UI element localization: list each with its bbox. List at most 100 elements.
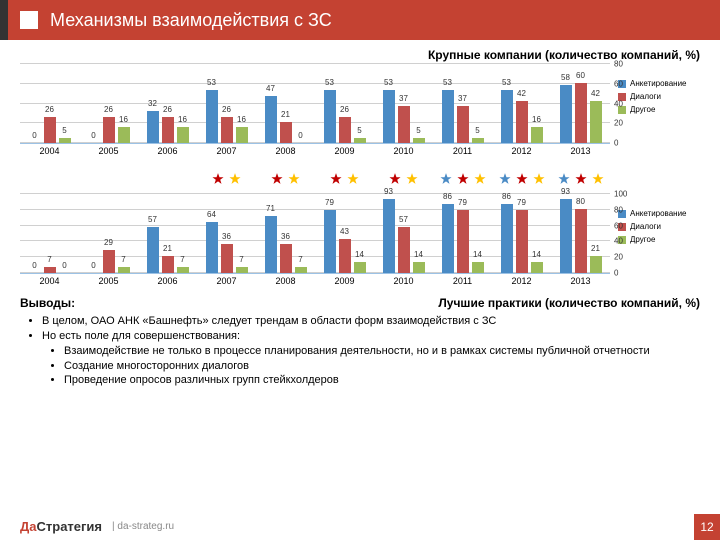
bar: 26 <box>339 117 351 143</box>
chart1-area: 0204060800265026163226165326164721053265… <box>20 64 610 156</box>
bar: 43 <box>339 239 351 273</box>
chart1-bars: 0204060800265026163226165326164721053265… <box>20 64 610 144</box>
bar: 21 <box>280 122 292 143</box>
bar: 57 <box>398 227 410 273</box>
chart1-legend: Анкетирование Диалоги Другое <box>610 64 700 156</box>
bar: 16 <box>531 127 543 143</box>
bar: 58 <box>560 85 572 143</box>
year-group: 64367 <box>197 222 256 273</box>
bar: 14 <box>472 262 484 273</box>
bar: 79 <box>516 210 528 273</box>
year-label: 2012 <box>492 276 551 286</box>
star-icon <box>515 172 529 186</box>
year-label: 2011 <box>433 276 492 286</box>
year-group: 0297 <box>79 250 138 273</box>
bar: 5 <box>472 138 484 143</box>
bar: 7 <box>177 267 189 273</box>
year-label: 2011 <box>433 146 492 156</box>
year-label: 2008 <box>256 276 315 286</box>
sub-bullet-item: Взаимодействие не только в процессе план… <box>64 344 700 359</box>
star-group <box>315 164 374 194</box>
year-group: 02616 <box>79 117 138 143</box>
bar: 26 <box>162 117 174 143</box>
star-icon <box>287 172 301 186</box>
bar: 14 <box>354 262 366 273</box>
year-group: 534216 <box>492 90 551 143</box>
year-label: 2012 <box>492 146 551 156</box>
year-group: 867914 <box>492 204 551 273</box>
content: Крупные компании (количество компаний, %… <box>0 40 720 388</box>
bar: 7 <box>118 267 130 273</box>
bar: 7 <box>295 267 307 273</box>
year-group: 53265 <box>315 90 374 143</box>
bar: 53 <box>206 90 218 143</box>
bar: 14 <box>413 262 425 273</box>
star-group <box>433 164 492 194</box>
year-group: 322616 <box>138 111 197 143</box>
star-group <box>20 164 79 194</box>
legend-item: Диалоги <box>618 222 700 231</box>
year-label: 2010 <box>374 276 433 286</box>
year-label: 2010 <box>374 146 433 156</box>
star-group <box>197 164 256 194</box>
year-group: 57217 <box>138 227 197 273</box>
star-icon <box>388 172 402 186</box>
year-group: 586042 <box>551 83 610 143</box>
star-icon <box>346 172 360 186</box>
bar: 26 <box>221 117 233 143</box>
legend-item: Другое <box>618 105 700 114</box>
year-group: 935714 <box>374 199 433 273</box>
star-icon <box>557 172 571 186</box>
stars-row <box>20 164 700 194</box>
bar: 5 <box>413 138 425 143</box>
star-group <box>551 164 610 194</box>
year-label: 2009 <box>315 146 374 156</box>
bar: 60 <box>575 83 587 143</box>
header: Механизмы взаимодействия с ЗС <box>0 0 720 40</box>
year-group: 47210 <box>256 96 315 143</box>
year-label: 2005 <box>79 276 138 286</box>
star-icon <box>473 172 487 186</box>
bar: 37 <box>457 106 469 143</box>
year-group: 794314 <box>315 210 374 273</box>
bar: 32 <box>147 111 159 143</box>
page-number: 12 <box>694 514 720 540</box>
year-group: 0265 <box>20 117 79 143</box>
year-label: 2007 <box>197 146 256 156</box>
sub-bullet-item: Проведение опросов различных групп стейк… <box>64 373 700 388</box>
year-label: 2013 <box>551 146 610 156</box>
star-icon <box>574 172 588 186</box>
star-group <box>79 164 138 194</box>
chart2-legend: АнкетированиеДиалогиДругое <box>610 194 700 286</box>
year-group: 71367 <box>256 216 315 273</box>
chart1-years: 2004200520062007200820092010201120122013 <box>20 146 610 156</box>
bullets: В целом, ОАО АНК «Башнефть» следует трен… <box>42 314 700 388</box>
logo: ДаСтратегия <box>20 519 102 534</box>
star-icon <box>211 172 225 186</box>
legend-item: Анкетирование <box>618 79 700 88</box>
footer: ДаСтратегия | da-strateg.ru <box>20 519 720 534</box>
year-label: 2005 <box>79 146 138 156</box>
bar: 93 <box>560 199 572 273</box>
chart1-wrap: 0204060800265026163226165326164721053265… <box>20 64 700 156</box>
year-group: 532616 <box>197 90 256 143</box>
bar: 26 <box>103 117 115 143</box>
site-url: | da-strateg.ru <box>112 521 174 532</box>
star-group <box>256 164 315 194</box>
bar: 53 <box>383 90 395 143</box>
bar: 64 <box>206 222 218 273</box>
year-group: 53375 <box>433 90 492 143</box>
bar: 16 <box>118 127 130 143</box>
chart2-area: 0204060801000700297572176436771367794314… <box>20 194 610 286</box>
bar: 26 <box>44 117 56 143</box>
bar: 7 <box>236 267 248 273</box>
year-label: 2004 <box>20 146 79 156</box>
bullet-item: Но есть поле для совершенствования:Взаим… <box>42 329 700 388</box>
star-group <box>374 164 433 194</box>
bar: 71 <box>265 216 277 273</box>
chart2-years: 2004200520062007200820092010201120122013 <box>20 276 610 286</box>
year-group: 867914 <box>433 204 492 273</box>
star-icon <box>532 172 546 186</box>
year-label: 2006 <box>138 276 197 286</box>
legend-item: Диалоги <box>618 92 700 101</box>
